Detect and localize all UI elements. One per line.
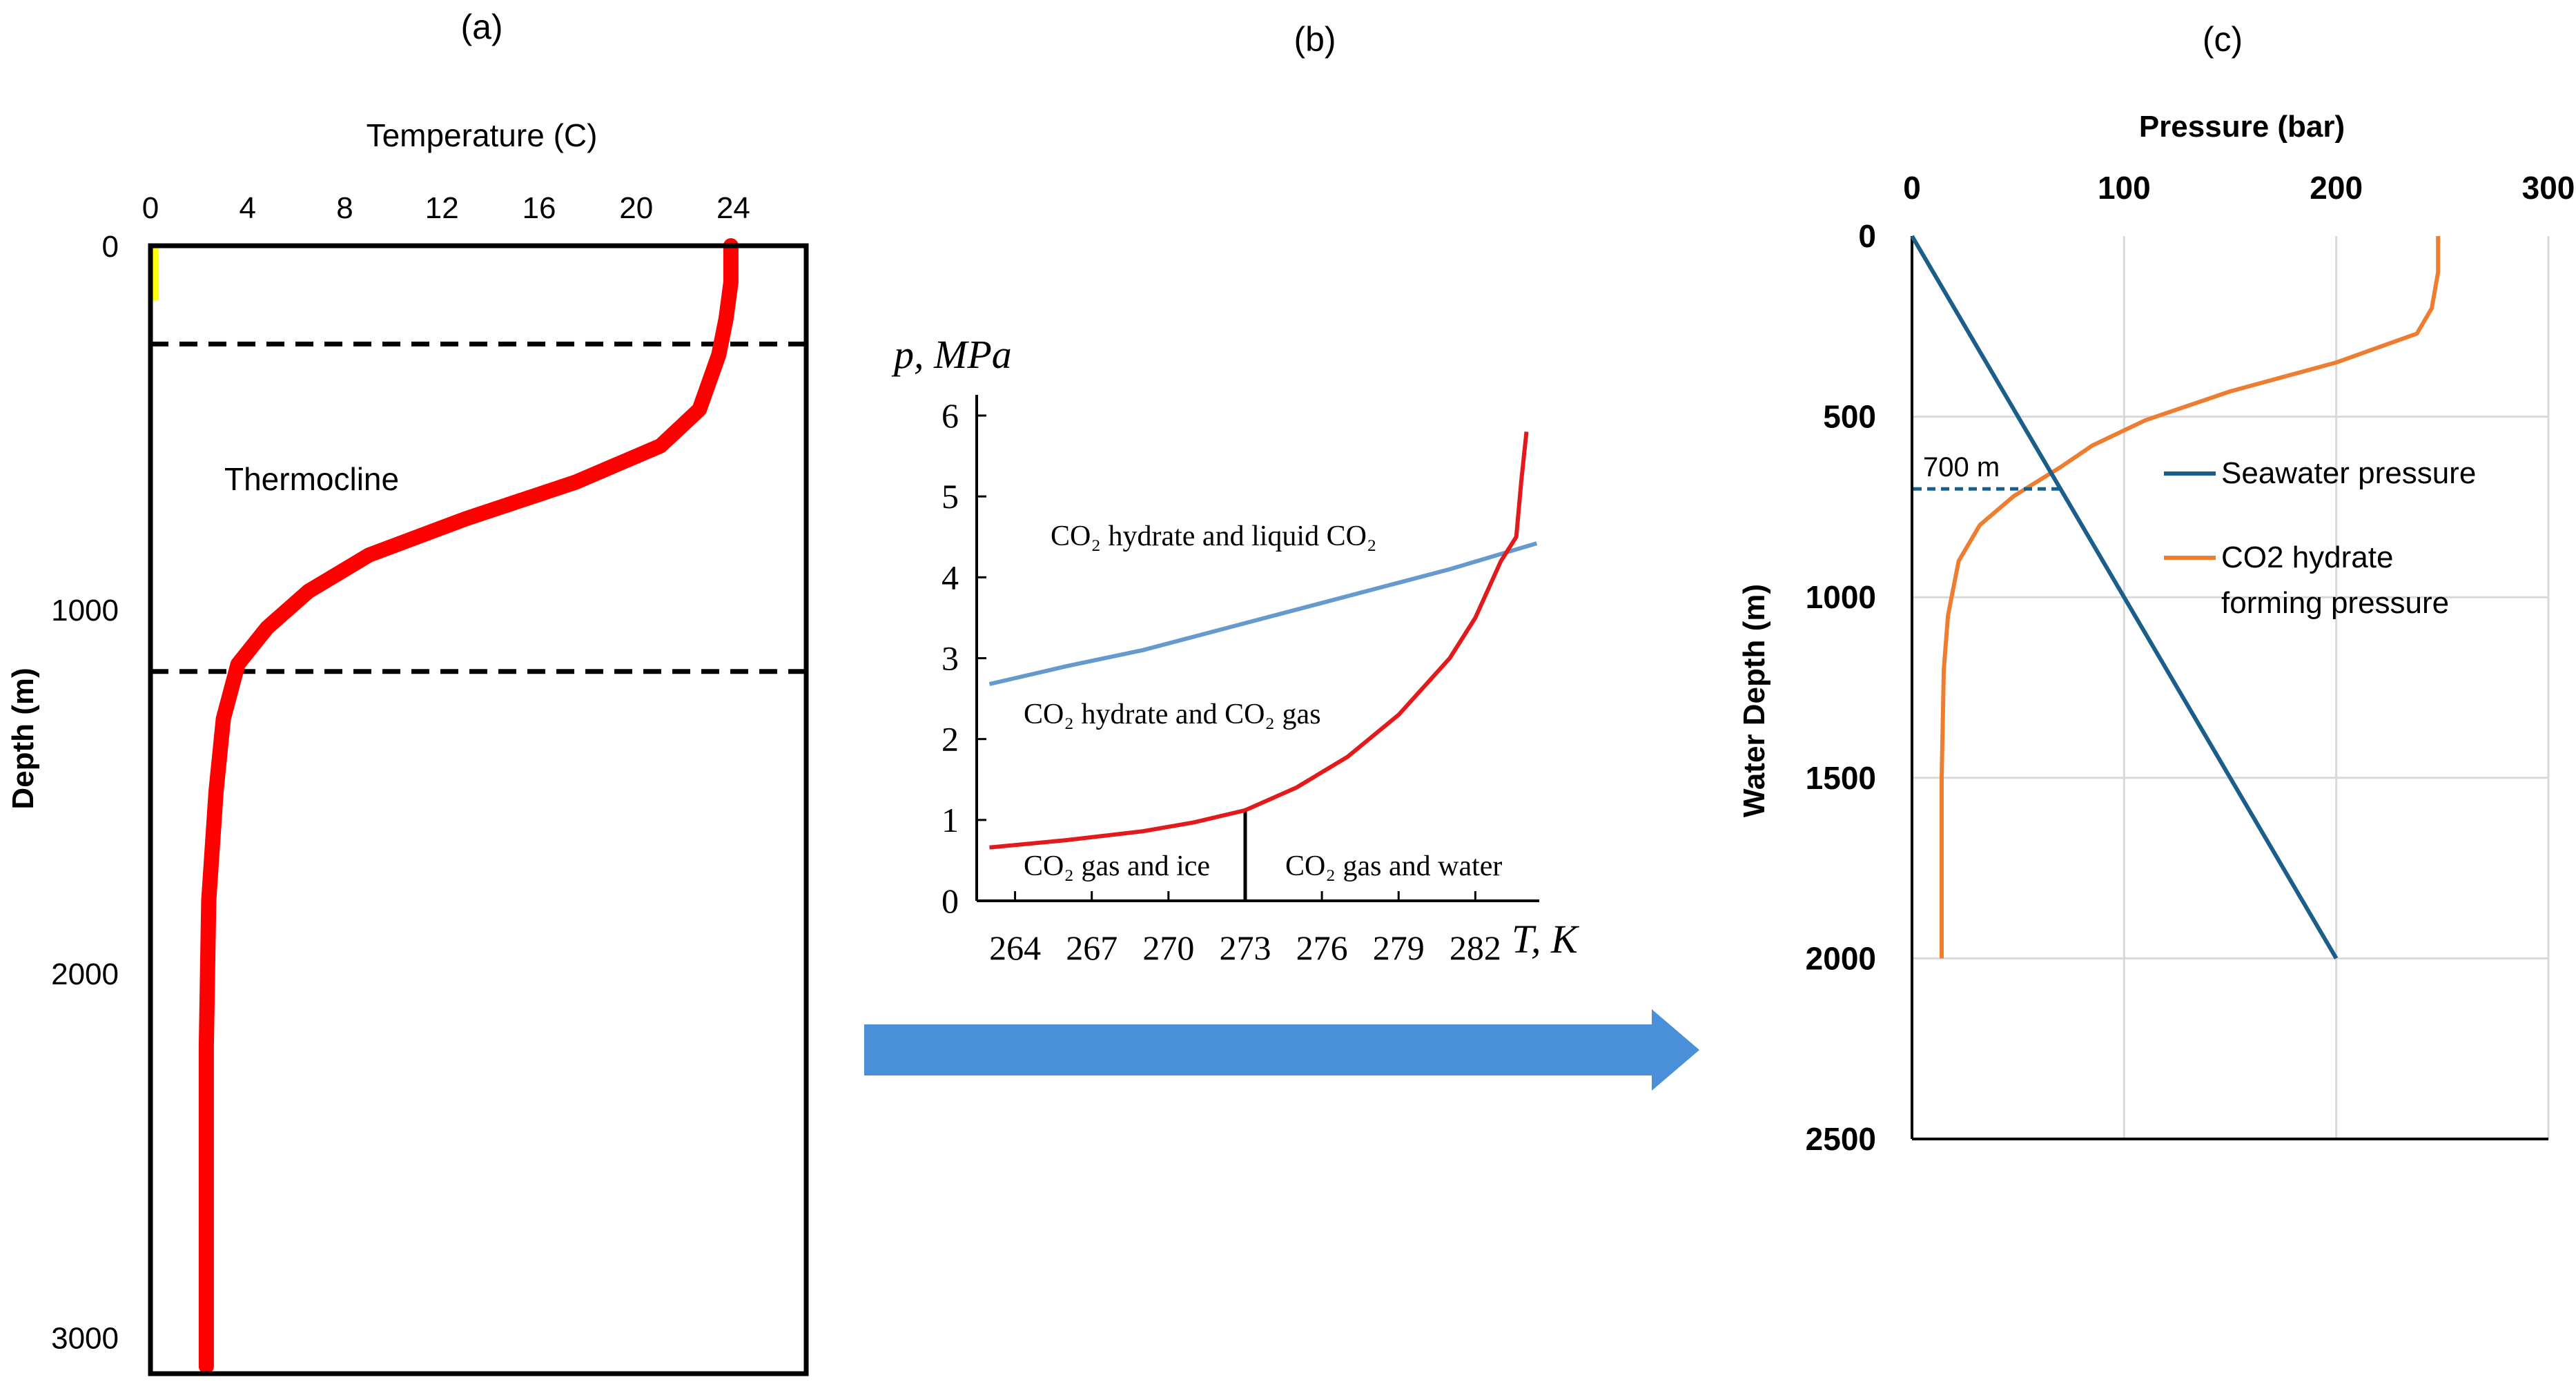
a-temperature-line bbox=[198, 238, 739, 1374]
c-xtick-label: 200 bbox=[2310, 170, 2363, 206]
b-ylabel: p, MPa bbox=[891, 332, 1012, 377]
b-ytick-label: 3 bbox=[941, 639, 959, 678]
b-xtick-label: 276 bbox=[1296, 928, 1348, 967]
a-ylabel: Depth (m) bbox=[6, 668, 40, 809]
b-region-gas: CO₂ hydrate and CO₂ gas bbox=[1024, 699, 1321, 730]
c-legend-label-seawater: Seawater pressure bbox=[2221, 456, 2476, 490]
c-ytick-label: 500 bbox=[1823, 399, 1876, 435]
c-hydrate-pressure-line bbox=[1940, 236, 2441, 959]
c-seawater-pressure-line bbox=[1910, 235, 2339, 959]
a-xtick-label: 20 bbox=[619, 191, 653, 225]
c-xtick-label: 0 bbox=[1903, 170, 1921, 206]
panel-b-phase-diagram: p, MPa T, K 264 267 270 273 276 279 282 0 1 2 3 4 5… bbox=[891, 332, 1580, 967]
b-ytick-label: 2 bbox=[941, 720, 959, 759]
a-xtick-label: 8 bbox=[336, 191, 353, 225]
panel-c-pressure-depth: Pressure (bar) Water Depth (m) 0 100 200 30… bbox=[1737, 110, 2575, 1157]
b-co2-liquid-gas-line bbox=[988, 541, 1538, 686]
c-xlabel: Pressure (bar) bbox=[2139, 110, 2345, 144]
a-xtick-label: 16 bbox=[522, 191, 556, 225]
a-ytick-label: 2000 bbox=[51, 957, 119, 991]
a-ytick-label: 0 bbox=[102, 230, 119, 264]
c-ytick-label: 1500 bbox=[1806, 760, 1876, 796]
c-marker-label: 700 m bbox=[1923, 452, 2000, 483]
b-xlabel: T, K bbox=[1512, 917, 1580, 962]
a-xtick-label: 4 bbox=[239, 191, 255, 225]
a-ytick-label: 3000 bbox=[51, 1321, 119, 1355]
c-ytick-label: 1000 bbox=[1806, 579, 1876, 615]
b-region-ice: CO₂ gas and ice bbox=[1024, 850, 1210, 882]
panel-label-b: (b) bbox=[1294, 20, 1336, 59]
a-thermocline-label: Thermocline bbox=[224, 461, 399, 497]
a-xtick-label: 24 bbox=[716, 191, 750, 225]
c-ytick-label: 2500 bbox=[1806, 1121, 1876, 1157]
c-xtick-label: 100 bbox=[2098, 170, 2151, 206]
a-plot-frame bbox=[148, 243, 809, 1376]
c-legend-label-hydrate: CO2 hydrate bbox=[2221, 540, 2393, 574]
b-ytick-label: 6 bbox=[941, 396, 959, 435]
b-xtick-label: 267 bbox=[1066, 928, 1118, 967]
arrow-right-icon bbox=[864, 1009, 1699, 1091]
a-xlabel: Temperature (C) bbox=[367, 117, 598, 153]
b-ytick-label: 4 bbox=[941, 558, 959, 596]
a-xtick-label: 0 bbox=[142, 191, 159, 225]
b-xtick-label: 279 bbox=[1373, 928, 1425, 967]
panel-label-a: (a) bbox=[460, 8, 502, 46]
b-ytick-label: 1 bbox=[941, 801, 959, 839]
a-ytick-label: 1000 bbox=[51, 594, 119, 627]
b-xtick-label: 282 bbox=[1450, 928, 1501, 967]
b-hydrate-boundary-ice bbox=[989, 808, 1246, 850]
b-hydrate-boundary-water bbox=[1244, 431, 1529, 812]
b-xtick-label: 273 bbox=[1219, 928, 1271, 967]
b-xtick-label: 270 bbox=[1142, 928, 1194, 967]
b-region-water: CO₂ gas and water bbox=[1285, 850, 1502, 882]
b-xtick-label: 264 bbox=[989, 928, 1041, 967]
c-ytick-label: 0 bbox=[1858, 218, 1876, 254]
b-ytick-label: 0 bbox=[941, 881, 959, 920]
c-xtick-label: 300 bbox=[2522, 170, 2575, 206]
c-legend-label-hydrate-2: forming pressure bbox=[2221, 586, 2449, 620]
panel-a-temperature-profile: Temperature (C) Depth (m) 0 4 8 12 16 20 24 0 1… bbox=[6, 117, 809, 1376]
a-xtick-label: 12 bbox=[425, 191, 459, 225]
c-ylabel: Water Depth (m) bbox=[1737, 584, 1771, 817]
b-ytick-label: 5 bbox=[941, 477, 959, 516]
c-ytick-label: 2000 bbox=[1806, 940, 1876, 976]
b-region-liquid: CO₂ hydrate and liquid CO₂ bbox=[1051, 520, 1377, 552]
panel-label-c: (c) bbox=[2203, 20, 2243, 59]
